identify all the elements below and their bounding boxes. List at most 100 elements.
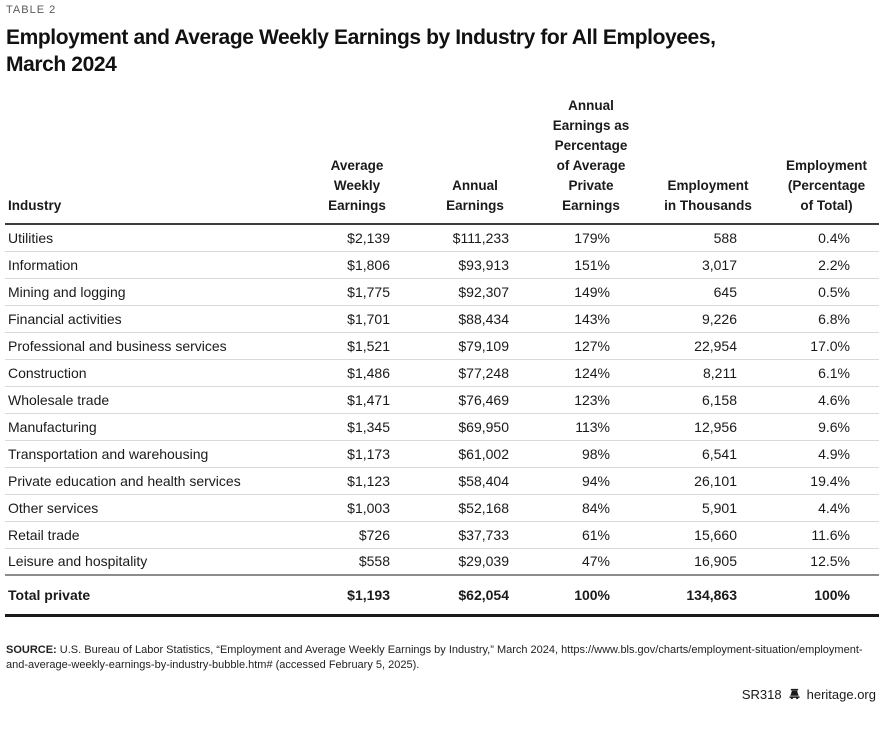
value-cell: $1,521 <box>304 332 410 360</box>
industry-cell: Wholesale trade <box>5 386 304 414</box>
total-weekly-earnings-cell: $1,193 <box>304 574 410 617</box>
value-cell: $58,404 <box>410 467 540 495</box>
value-cell: 12,956 <box>642 413 774 441</box>
industry-cell: Private education and health services <box>5 467 304 495</box>
table-number-label: TABLE 2 <box>6 4 57 16</box>
table-row: Professional and business services $1,521… <box>5 332 879 360</box>
value-cell: 143% <box>540 305 642 333</box>
value-cell: 0.5% <box>774 278 879 306</box>
value-cell: $61,002 <box>410 440 540 468</box>
value-cell: $2,139 <box>304 224 410 252</box>
report-id: SR318 <box>741 686 782 702</box>
value-cell: $111,233 <box>410 224 540 252</box>
value-cell: $88,434 <box>410 305 540 333</box>
total-employment-cell: 134,863 <box>642 574 774 617</box>
value-cell: $1,486 <box>304 359 410 387</box>
value-cell: $77,248 <box>410 359 540 387</box>
value-cell: 8,211 <box>642 359 774 387</box>
table-row: Transportation and warehousing $1,173 $61,… <box>5 440 879 468</box>
value-cell: $558 <box>358 553 390 570</box>
column-header-average-weekly-earnings: Average Weekly Earnings <box>304 84 410 225</box>
value-cell: $92,307 <box>410 278 540 306</box>
value-cell: 11.6% <box>774 521 879 549</box>
value-cell: 17.0% <box>774 332 879 360</box>
value-cell: 98% <box>540 440 642 468</box>
industry-cell: Retail trade <box>5 521 304 549</box>
value-cell: $37,733 <box>410 521 540 549</box>
value-cell: $79,109 <box>410 332 540 360</box>
industry-cell: Utilities <box>5 224 304 252</box>
liberty-bell-icon <box>789 688 800 699</box>
value-cell: $76,469 <box>410 386 540 414</box>
value-cell: 3,017 <box>642 251 774 279</box>
value-cell: 15,660 <box>642 521 774 549</box>
page-footer: SR318 heritage.org <box>0 687 876 702</box>
table-row: Mining and logging $1,775 $92,307 149% 645 0.… <box>5 278 879 306</box>
total-row: Total private $1,193 $62,054 100% 134,86… <box>5 574 879 617</box>
value-cell: 0.4% <box>774 224 879 252</box>
industry-cell: Information <box>5 251 304 279</box>
table-row: Financial activities $1,701 $88,434 143% 9,2… <box>5 305 879 333</box>
value-cell: $1,173 <box>304 440 410 468</box>
value-cell: 94% <box>540 467 642 495</box>
value-cell: 123% <box>540 386 642 414</box>
industry-cell: Manufacturing <box>5 413 304 441</box>
value-cell: $29,039 <box>458 553 509 570</box>
industry-cell: Financial activities <box>5 305 304 333</box>
value-cell: 6.8% <box>774 305 879 333</box>
value-cell: $726 <box>304 521 410 549</box>
value-cell: 9,226 <box>642 305 774 333</box>
value-cell: $1,775 <box>304 278 410 306</box>
column-header-annual-earnings: Annual Earnings <box>410 84 540 225</box>
value-cell: 9.6% <box>774 413 879 441</box>
value-cell: 61% <box>540 521 642 549</box>
site-name: heritage.org <box>806 686 876 702</box>
value-cell: 2.2% <box>774 251 879 279</box>
value-cell: $1,003 <box>304 494 410 522</box>
value-cell: 149% <box>540 278 642 306</box>
value-cell: 124% <box>540 359 642 387</box>
value-cell: 127% <box>540 332 642 360</box>
value-cell: 645 <box>642 278 774 306</box>
value-cell: 12.5% <box>810 553 850 570</box>
table-row: Retail trade $726 $37,733 61% 15,660 11.6% <box>5 521 879 549</box>
earnings-by-industry-table: Industry Average Weekly Earnings Annual … <box>5 84 879 617</box>
industry-cell: Mining and logging <box>5 278 304 306</box>
value-cell: 4.9% <box>774 440 879 468</box>
source-text: U.S. Bureau of Labor Statistics, “Employ… <box>6 643 863 672</box>
value-cell: 6,541 <box>642 440 774 468</box>
value-cell: 588 <box>642 224 774 252</box>
value-cell: $69,950 <box>410 413 540 441</box>
value-cell: 26,101 <box>642 467 774 495</box>
value-cell: $1,701 <box>304 305 410 333</box>
table-row: Wholesale trade $1,471 $76,469 123% 6,158 4.6… <box>5 386 879 414</box>
column-header-employment-pct-total: Employment (Percentage of Total) <box>774 84 879 225</box>
value-cell: 4.6% <box>774 386 879 414</box>
value-cell: 6,158 <box>642 386 774 414</box>
table-row: Construction $1,486 $77,248 124% 8,211 6.1% <box>5 359 879 387</box>
value-cell: $52,168 <box>410 494 540 522</box>
page-title-line1: Employment and Average Weekly Earnings b… <box>6 26 716 49</box>
value-cell: 6.1% <box>774 359 879 387</box>
industry-cell: Transportation and warehousing <box>5 440 304 468</box>
table-row: Leisure and hospitality $558 $29,039 47% 16,… <box>5 548 879 575</box>
industry-cell: Professional and business services <box>5 332 304 360</box>
value-cell: 19.4% <box>774 467 879 495</box>
value-cell: $1,345 <box>304 413 410 441</box>
value-cell: $93,913 <box>410 251 540 279</box>
value-cell: 151% <box>540 251 642 279</box>
table-row: Private education and health services $1,… <box>5 467 879 495</box>
total-pct-total-cell: 100% <box>774 574 879 617</box>
value-cell: 113% <box>540 413 642 441</box>
industry-cell: Other services <box>5 494 304 522</box>
industry-cell: Construction <box>5 359 304 387</box>
column-header-annual-earnings-pct-private: Annual Earnings as Percentage of Average… <box>540 84 642 225</box>
table-row: Manufacturing $1,345 $69,950 113% 12,956 9.6% <box>5 413 879 441</box>
total-label-cell: Total private <box>5 574 304 617</box>
table-header: Industry Average Weekly Earnings Annual … <box>5 84 879 225</box>
value-cell: $1,471 <box>304 386 410 414</box>
column-header-industry: Industry <box>5 84 304 225</box>
page-title: Employment and Average Weekly Earnings b… <box>6 24 878 78</box>
column-header-employment-thousands: Employment in Thousands <box>642 84 774 225</box>
industry-cell: Leisure and hospitality <box>8 553 148 570</box>
